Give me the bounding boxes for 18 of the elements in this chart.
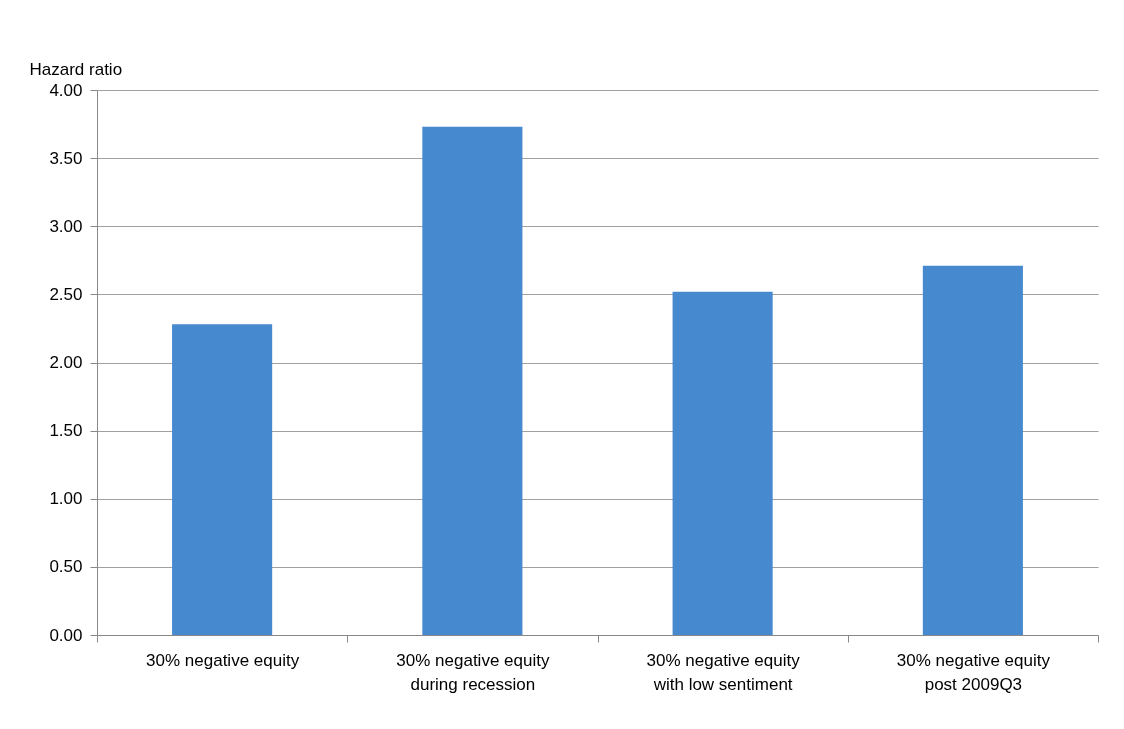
- bar: [172, 324, 273, 635]
- y-tick-label: 0.00: [49, 625, 83, 645]
- x-tick-label: 30% negative equity during recession: [396, 650, 550, 694]
- bar: [422, 126, 523, 635]
- y-tick-label: 1.50: [49, 421, 83, 441]
- y-tick-label: 2.00: [49, 353, 83, 372]
- x-tick-label: 30% negative equity: [146, 650, 300, 670]
- y-tick-label: 3.50: [49, 148, 83, 168]
- y-tick-label: 3.00: [49, 216, 83, 236]
- y-tick-label: 2.50: [49, 284, 83, 304]
- y-tick-label: 0.50: [49, 557, 83, 577]
- x-tick-label: 30% negative equity with low sentiment: [646, 650, 801, 694]
- x-tick-label: 30% negative equity post 2009Q3: [896, 650, 1051, 694]
- y-tick-label: 4.00: [49, 80, 83, 100]
- y-tick-label: 1.00: [49, 489, 83, 509]
- bar: [922, 265, 1023, 635]
- bar: [672, 291, 773, 635]
- y-axis-title: Hazard ratio: [29, 59, 123, 79]
